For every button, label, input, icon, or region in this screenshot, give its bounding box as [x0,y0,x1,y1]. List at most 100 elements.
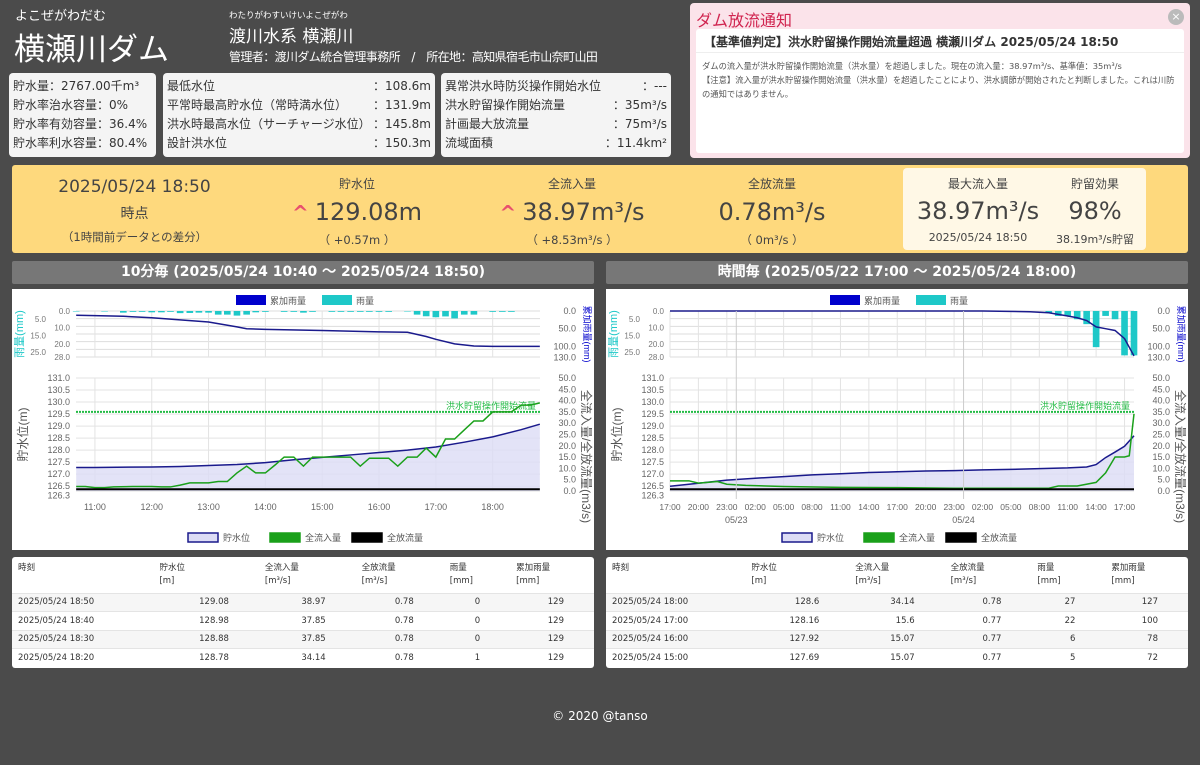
column-header-label: 累加雨量 [1111,563,1146,573]
column-header: 貯水位 [m] [153,557,258,593]
rain-bar [470,311,478,315]
column-header-label: 貯水位 [159,563,185,573]
rain-tick-label: 28.0 [648,353,664,362]
y2-tick-label: 35.0 [558,407,576,417]
rain-bar [1073,311,1081,320]
table-cell: 0 [443,611,511,630]
river-kana: わたりがわすいけいよこぜがわ [229,11,348,21]
summary-diff-note: （1時間前データとの差分） [61,230,208,244]
legend-swatch [830,295,860,305]
legend-label: 全流入量 [899,532,935,543]
flow-spec-row: 異常洪水時防災操作開始水位 ：--- [445,77,667,96]
x-tick-label: 08:00 [801,502,823,512]
x-tick-label: 16:00 [368,502,391,512]
column-header: 時刻 [606,557,745,593]
y-tick-label: 131.0 [641,373,664,383]
column-header-unit: [m³/s] [950,576,977,586]
x-tick-label: 17:00 [425,502,448,512]
up-arrow-icon: ^ [291,201,309,225]
rain-bar [214,311,222,315]
y2-tick-label: 50.0 [558,373,576,383]
level-spec-value: ：131.9m [372,98,431,112]
table-cell: 5 [1031,648,1106,667]
rain-bar [138,311,146,312]
legend-swatch [945,532,977,543]
table-row: 2025/05/24 18:50 129.08 38.97 0.78 0 129 [12,592,594,612]
table-cell: 0.78 [944,592,1032,612]
table-cell: 0.78 [355,629,444,649]
table-row: 2025/05/24 18:30 128.88 37.85 0.78 0 129 [12,629,594,649]
table-cell: 34.14 [849,592,945,612]
max-inflow-value: 38.97m³/s [916,197,1040,225]
summary-jiten: 時点 [120,206,149,222]
level-spec-row: 洪水時最高水位（サーチャージ水位） ：145.8m [167,115,431,134]
rain-bar [508,311,515,312]
table-cell: 15.6 [849,611,945,630]
notice-line1: ダムの流入量が洪水貯留操作開始流量（洪水量）を超過しました。現在の流入量：38.… [702,61,1122,71]
table-cell: 2025/05/24 16:00 [606,629,746,649]
cum-rain-tick-label: 50.0 [1152,324,1170,334]
y2-tick-label: 50.0 [1152,373,1170,383]
y-tick-label: 128.5 [641,433,664,443]
rain-bar [413,311,421,315]
threshold-label: 洪水貯留操作開始流量 [1040,400,1130,411]
rain-tick-label: 20.0 [648,340,664,349]
inflow-line [76,402,541,489]
y-axis-title: 貯水位(m) [15,408,30,462]
legend-swatch [916,295,946,305]
table-cell: 37.85 [258,629,356,649]
rain-bar [356,311,364,312]
x-tick-label: 05:00 [773,502,795,512]
cum-rain-line [670,310,1135,357]
dam-name: 横瀬川ダム [14,32,169,68]
max-inflow-box: 最大流入量 38.97m³/s 2025/05/24 18:50 貯留効果 98… [903,168,1146,250]
rain-bar [186,311,194,313]
y2-tick-label: 35.0 [1152,407,1170,417]
level-diff: （ +0.57m ） [318,233,396,247]
inflow-label: 全流入量 [547,177,596,191]
y2-tick-label: 30.0 [558,418,576,428]
cum-rain-tick-label: 130.0 [1147,352,1170,362]
rain-tick-label: 15.0 [624,332,640,341]
column-header-unit: [mm] [1037,576,1061,586]
x-tick-label: 05:00 [1000,502,1022,512]
outflow-value: 0.78m³/s [718,198,826,226]
flow-spec-value: ：11.4km² [604,136,667,150]
y2-tick-label: 25.0 [1152,430,1170,440]
column-header-unit: [mm] [516,576,540,586]
y2-tick-label: 0.0 [563,486,576,496]
rain-tick-label: 25.0 [624,348,640,357]
rain-tick-label: 15.0 [30,332,46,341]
table-cell: 0 [443,592,511,612]
y2-tick-label: 25.0 [558,430,576,440]
y2-tick-label: 15.0 [1152,452,1170,462]
flow-spec-label: 洪水貯留操作開始流量 [445,98,566,112]
y-tick-label: 129.0 [47,421,70,431]
flow-spec-value: ：35m³/s [612,98,667,112]
y-axis-title: 貯水位(m) [609,408,624,462]
outflow-label: 全放流量 [747,177,796,191]
close-icon[interactable]: × [1168,9,1184,25]
table-cell: 34.14 [258,648,356,667]
x-tick-label: 18:00 [481,502,504,512]
rain-bar [1121,311,1128,356]
notice-line2: 【注意】流入量が洪水貯留操作開始流量（洪水量）を超過したことにより、洪水調節が開… [702,75,1175,99]
level-spec-value: ：150.3m [372,136,431,150]
cum-rain-axis-title: 累加雨量(mm) [582,306,592,363]
y-tick-label: 129.5 [641,409,664,419]
column-header-unit: [m] [751,576,767,586]
column-header: 累加雨量 [mm] [1105,557,1188,593]
legend-swatch [269,532,301,543]
x-tick-label: 17:00 [1114,502,1136,512]
y-tick-label: 127.0 [641,469,664,479]
x-tick-label: 14:00 [858,502,880,512]
column-header-unit: [mm] [1111,576,1135,586]
legend-label: 全放流量 [387,532,423,543]
rain-bar [280,311,288,312]
cum-rain-tick-label: 130.0 [553,352,576,362]
table-cell: 0.78 [355,611,444,630]
table-row: 2025/05/24 15:00 127.69 15.07 0.77 5 72 [606,648,1188,667]
level-area [76,424,540,491]
panel-title-hourly: 時間毎 (2025/05/22 17:00 〜 2025/05/24 18:00… [606,261,1188,284]
legend-swatch [781,532,813,543]
